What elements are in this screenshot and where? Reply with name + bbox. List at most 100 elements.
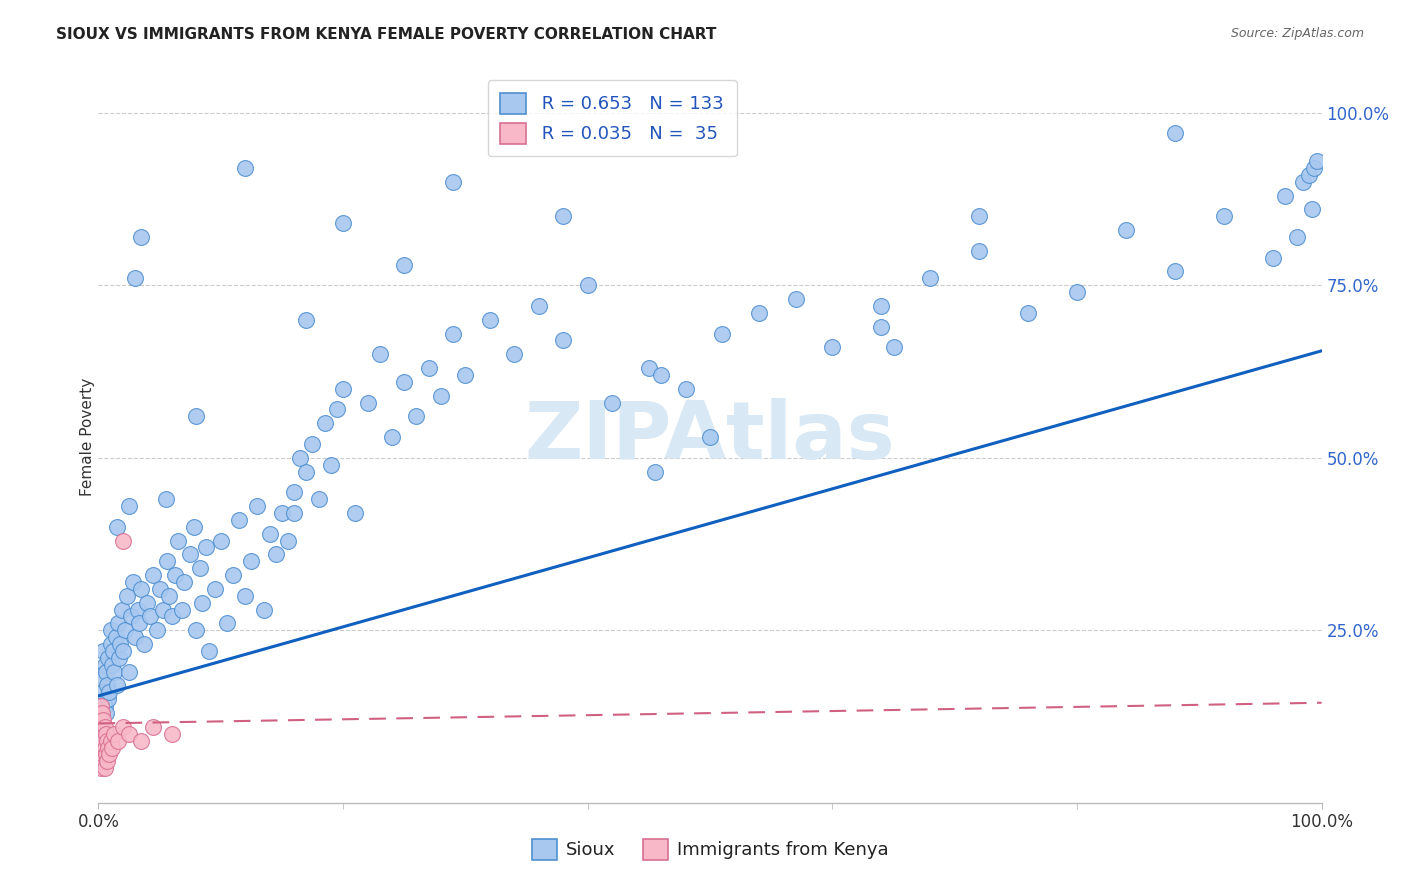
- Point: [883, 340, 905, 354]
- Point: [191, 596, 214, 610]
- Point: [160, 609, 183, 624]
- Point: [93, 657, 115, 672]
- Point: [699, 430, 721, 444]
- Point: [139, 609, 162, 624]
- Point: [111, 602, 134, 616]
- Point: [132, 637, 155, 651]
- Point: [101, 740, 124, 755]
- Point: [1274, 188, 1296, 202]
- Point: [183, 520, 205, 534]
- Point: [785, 292, 807, 306]
- Point: [160, 727, 183, 741]
- Point: [91, 733, 114, 747]
- Point: [100, 637, 122, 651]
- Point: [155, 492, 177, 507]
- Point: [90, 747, 112, 762]
- Point: [295, 312, 318, 326]
- Point: [392, 258, 416, 272]
- Point: [186, 409, 208, 424]
- Point: [115, 589, 138, 603]
- Point: [821, 340, 844, 354]
- Point: [290, 450, 312, 465]
- Point: [1306, 154, 1329, 169]
- Point: [93, 699, 115, 714]
- Point: [405, 409, 427, 424]
- Point: [93, 740, 115, 755]
- Point: [105, 678, 128, 692]
- Point: [124, 271, 146, 285]
- Point: [381, 430, 404, 444]
- Point: [107, 733, 129, 747]
- Point: [553, 209, 575, 223]
- Point: [107, 616, 129, 631]
- Point: [121, 574, 143, 589]
- Point: [101, 657, 124, 672]
- Point: [118, 665, 141, 679]
- Point: [441, 326, 464, 341]
- Point: [157, 589, 180, 603]
- Point: [91, 672, 114, 686]
- Point: [101, 644, 124, 658]
- Point: [478, 312, 501, 326]
- Point: [1286, 230, 1309, 244]
- Point: [270, 506, 294, 520]
- Point: [332, 216, 354, 230]
- Point: [204, 582, 226, 596]
- Point: [240, 554, 263, 568]
- Point: [91, 740, 114, 755]
- Point: [111, 720, 134, 734]
- Point: [1164, 127, 1187, 141]
- Point: [149, 582, 172, 596]
- Point: [146, 624, 169, 638]
- Point: [1066, 285, 1088, 300]
- Point: [870, 299, 893, 313]
- Point: [110, 637, 132, 651]
- Point: [173, 574, 195, 589]
- Point: [129, 230, 152, 244]
- Point: [96, 755, 118, 769]
- Point: [1212, 209, 1234, 223]
- Point: [103, 665, 125, 679]
- Point: [319, 458, 342, 472]
- Point: [170, 602, 193, 616]
- Point: [118, 499, 141, 513]
- Point: [259, 526, 281, 541]
- Point: [188, 561, 211, 575]
- Point: [94, 665, 117, 679]
- Point: [1115, 223, 1137, 237]
- Point: [94, 747, 117, 762]
- Point: [326, 402, 349, 417]
- Point: [90, 699, 112, 714]
- Point: [103, 727, 125, 741]
- Point: [91, 685, 114, 699]
- Point: [91, 644, 114, 658]
- Point: [111, 533, 134, 548]
- Point: [644, 465, 666, 479]
- Point: [100, 733, 122, 747]
- Point: [90, 761, 112, 775]
- Point: [89, 740, 111, 755]
- Point: [1303, 161, 1326, 175]
- Point: [156, 554, 179, 568]
- Point: [1164, 264, 1187, 278]
- Point: [920, 271, 942, 285]
- Point: [100, 624, 122, 638]
- Point: [1261, 251, 1284, 265]
- Point: [441, 175, 464, 189]
- Point: [98, 685, 121, 699]
- Point: [129, 582, 152, 596]
- Point: [233, 161, 256, 175]
- Point: [96, 733, 118, 747]
- Legend:  R = 0.653   N = 133,  R = 0.035   N =  35: R = 0.653 N = 133, R = 0.035 N = 35: [488, 80, 737, 156]
- Point: [98, 747, 121, 762]
- Point: [454, 368, 477, 382]
- Point: [637, 361, 661, 376]
- Point: [283, 485, 305, 500]
- Point: [91, 727, 114, 741]
- Point: [1298, 168, 1320, 182]
- Point: [152, 602, 174, 616]
- Point: [104, 630, 127, 644]
- Point: [356, 395, 378, 409]
- Point: [136, 596, 159, 610]
- Point: [89, 720, 111, 734]
